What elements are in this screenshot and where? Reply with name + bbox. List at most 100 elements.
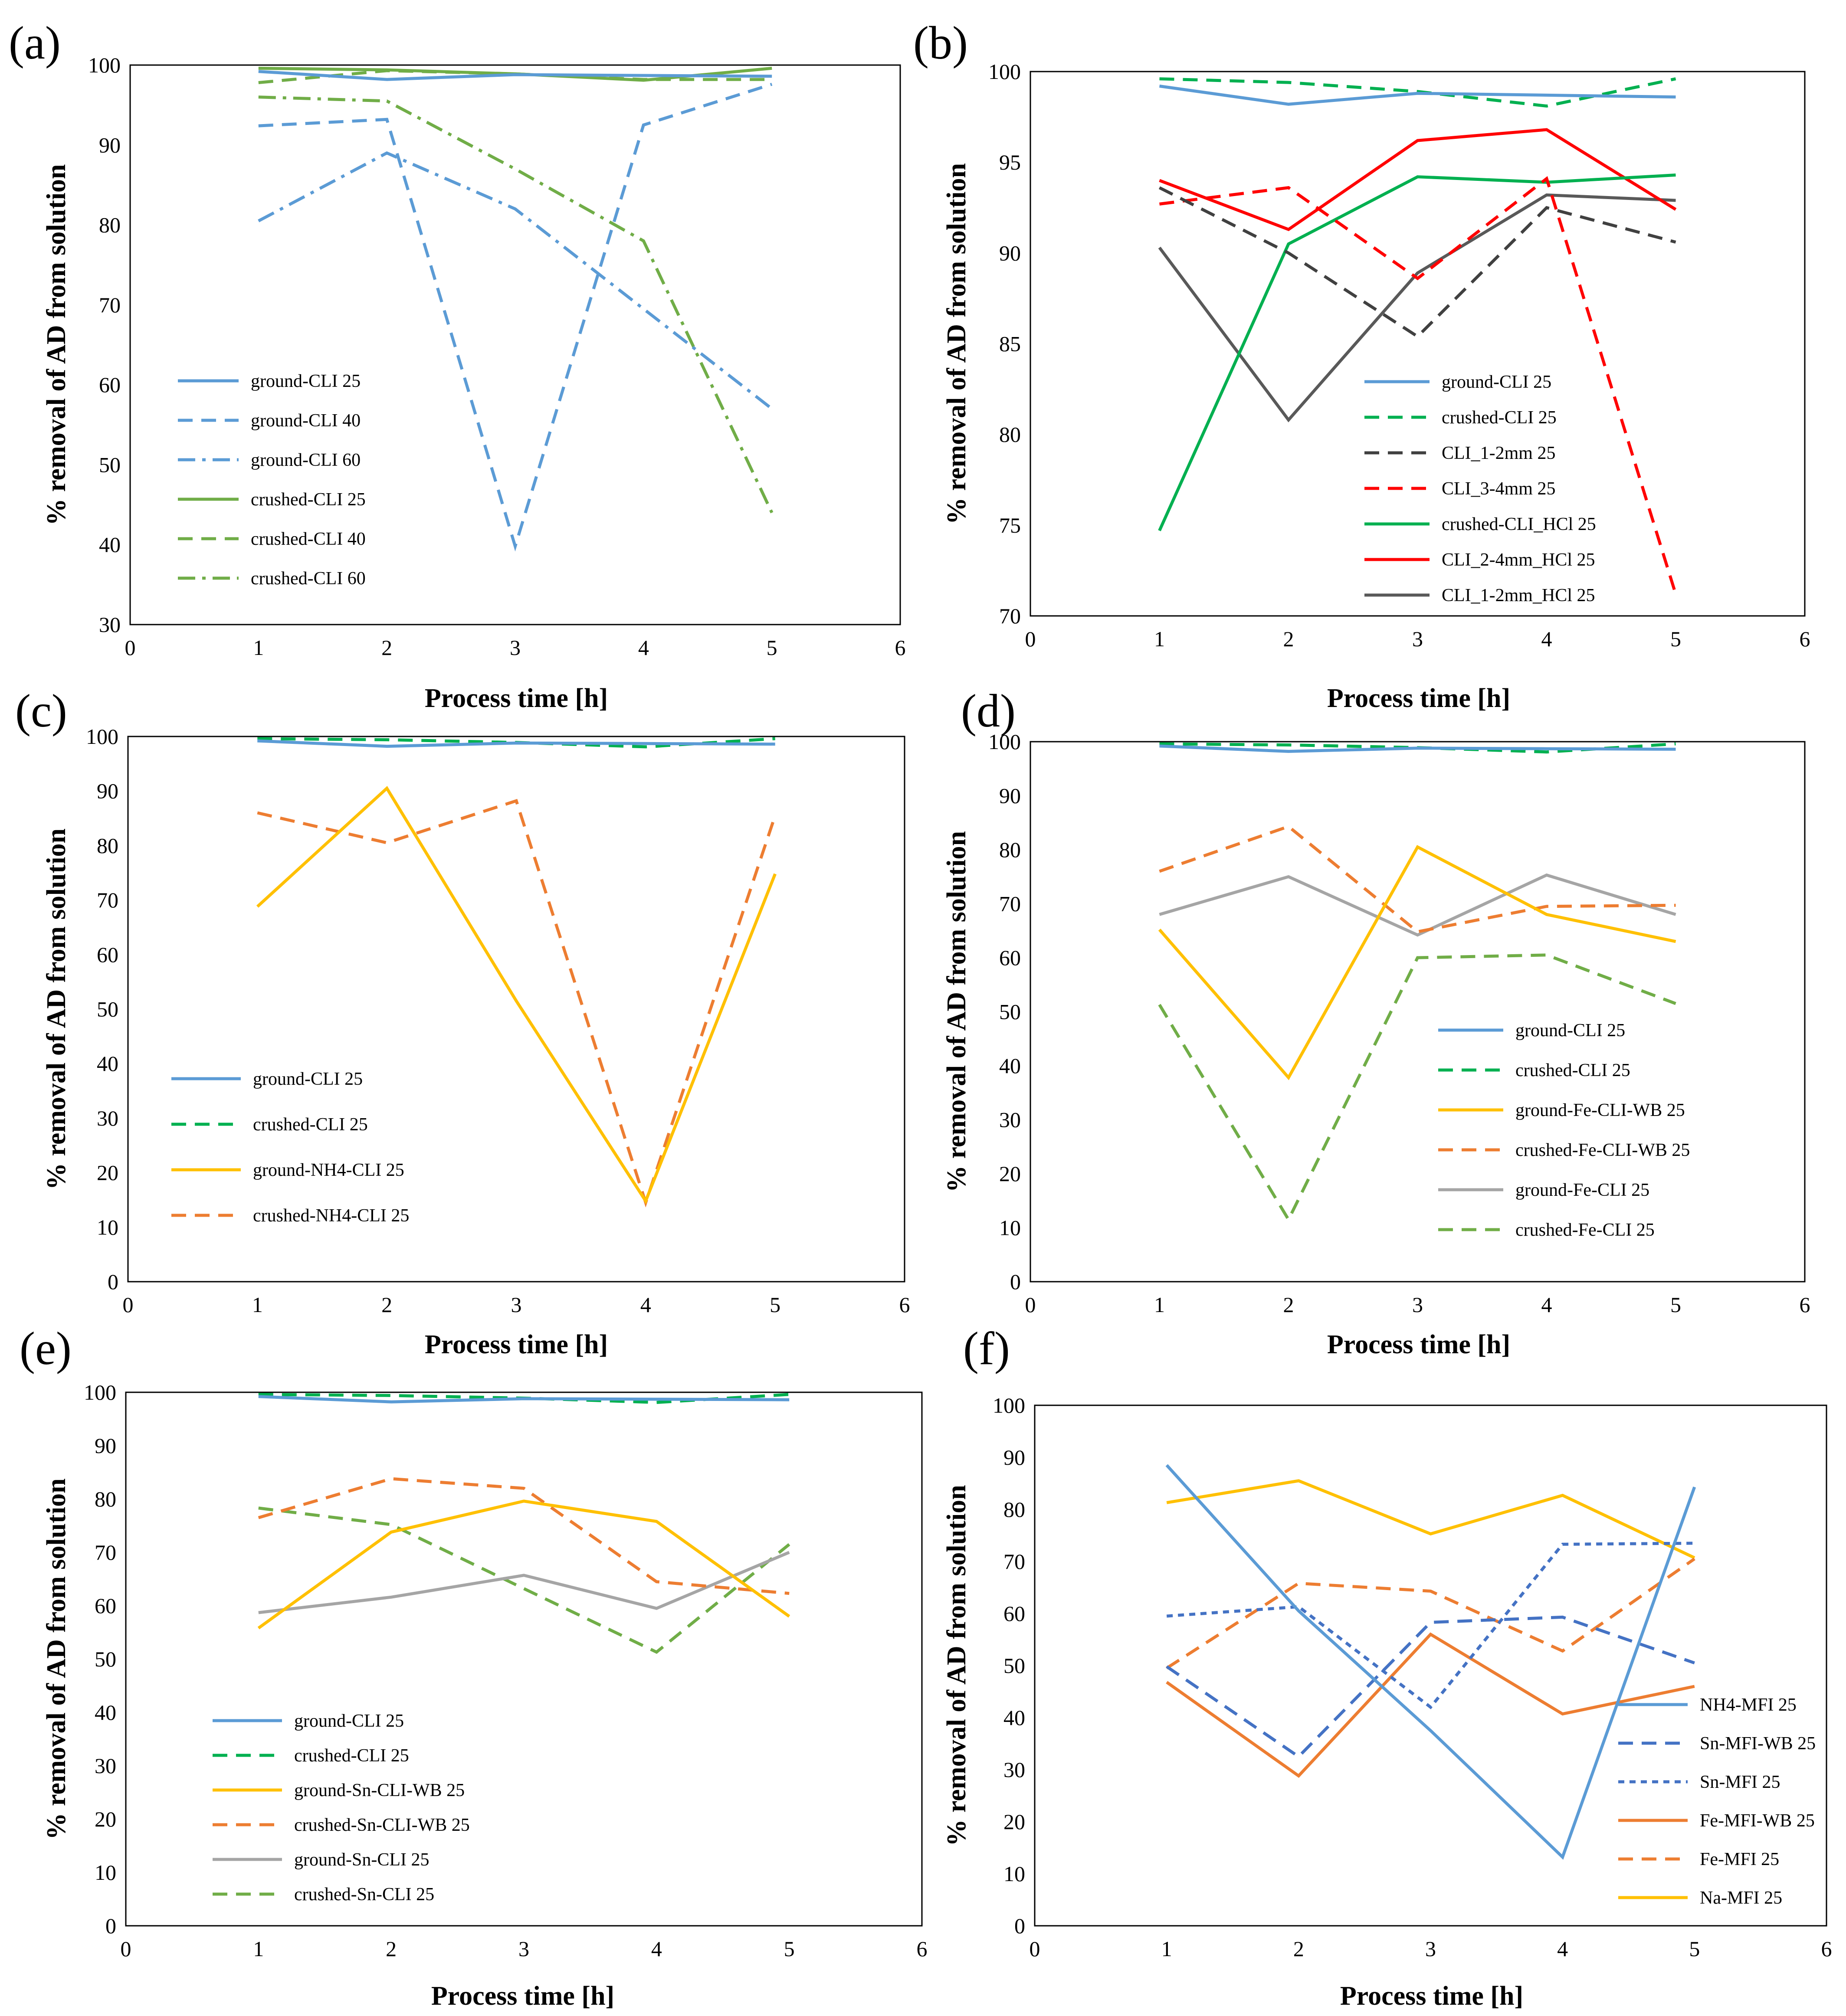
- x-tick-label: 4: [640, 1293, 651, 1317]
- y-tick-label: 30: [99, 612, 121, 637]
- panel-label: (a): [9, 17, 61, 69]
- x-tick-label: 3: [1412, 627, 1423, 651]
- y-tick-label: 70: [99, 293, 121, 317]
- x-tick-label: 4: [651, 1937, 662, 1961]
- plot-frame: [1034, 1404, 1827, 1927]
- series-line-crushed-cli-60: [258, 95, 774, 514]
- y-tick-label: 60: [999, 946, 1021, 970]
- x-tick-label: 0: [121, 1937, 131, 1961]
- y-tick-label: 20: [95, 1807, 116, 1831]
- y-tick-label: 80: [999, 838, 1021, 862]
- series-line-cli-3-4mm-25: [1159, 176, 1677, 595]
- series-line-ground-cli-25: [258, 70, 772, 81]
- legend-label: ground-CLI 40: [251, 411, 361, 431]
- x-tick-label: 6: [1800, 1293, 1810, 1317]
- x-tick-label: 2: [386, 1937, 397, 1961]
- series-line-ground-sn-cli-wb-25: [257, 1499, 790, 1630]
- series-line-fe-mfi-25: [1166, 1558, 1695, 1669]
- legend-label: crushed-CLI_HCl 25: [1442, 514, 1596, 534]
- x-tick-label: 3: [1412, 1293, 1423, 1317]
- y-tick-label: 70: [1003, 1549, 1025, 1574]
- y-tick-label: 30: [999, 1108, 1021, 1132]
- x-tick-label: 4: [638, 635, 649, 660]
- chart-panel-5: (f) 0 10 20 30 40 50 60 70 80 90 100 0 1 2 3 4 5 6 Process …: [942, 1323, 1832, 2011]
- series-line-crushed-nh4-cli-25: [257, 799, 777, 1208]
- x-tick-label: 3: [510, 635, 521, 660]
- x-axis-label: Process time [h]: [1327, 684, 1510, 713]
- y-tick-label: 50: [95, 1647, 116, 1671]
- y-tick-label: 30: [1003, 1757, 1025, 1782]
- chart-panel-1: (b) 70 75 80 85 90 95 100 0 1 2 3 4 5 6 Process time [h…: [913, 17, 1810, 713]
- y-tick-label: 50: [99, 452, 121, 477]
- y-tick-label: 40: [97, 1051, 118, 1076]
- series-line-crushed-cli-hcl-25: [1158, 173, 1676, 531]
- x-tick-label: 2: [1283, 1293, 1294, 1317]
- x-axis-label: Process time [h]: [425, 1330, 608, 1359]
- legend-label: ground-Sn-CLI-WB 25: [294, 1780, 465, 1800]
- y-tick-label: 90: [99, 133, 121, 157]
- series-line-ground-cli-25: [257, 739, 775, 748]
- y-tick-label: 40: [99, 533, 121, 557]
- x-tick-label: 0: [1025, 1293, 1036, 1317]
- x-tick-label: 5: [1670, 1293, 1681, 1317]
- y-tick-label: 50: [999, 1000, 1021, 1024]
- series-line-ground-nh4-cli-25: [256, 785, 777, 1204]
- y-tick-label: 30: [95, 1754, 116, 1778]
- y-tick-label: 70: [97, 888, 118, 912]
- x-tick-label: 6: [1800, 627, 1810, 651]
- x-tick-label: 1: [1161, 1937, 1172, 1961]
- legend-label: crushed-CLI 25: [294, 1746, 409, 1766]
- series-line-ground-cli-60: [258, 151, 773, 410]
- legend-label: ground-Sn-CLI 25: [294, 1850, 429, 1870]
- x-tick-label: 5: [1689, 1937, 1700, 1961]
- y-tick-label: 20: [1003, 1810, 1025, 1834]
- series-line-ground-cli-40: [258, 82, 773, 552]
- y-tick-label: 20: [97, 1161, 118, 1185]
- series-line-crushed-sn-cli-wb-25: [258, 1477, 790, 1595]
- x-tick-label: 5: [1670, 627, 1681, 651]
- x-tick-label: 2: [381, 635, 392, 660]
- x-tick-label: 4: [1541, 1293, 1552, 1317]
- x-tick-label: 4: [1541, 627, 1552, 651]
- y-tick-label: 80: [999, 422, 1021, 447]
- y-tick-label: 85: [999, 332, 1021, 356]
- series-line-ground-fe-cli-25: [1159, 873, 1676, 937]
- y-tick-label: 60: [99, 373, 121, 397]
- series-line-ground-fe-cli-wb-25: [1158, 845, 1676, 1080]
- y-tick-label: 0: [1014, 1914, 1025, 1938]
- y-tick-label: 40: [1003, 1705, 1025, 1730]
- series-line-ground-sn-cli-25: [258, 1551, 790, 1614]
- series-line-nh4-mfi-25: [1165, 1464, 1696, 1860]
- y-tick-label: 10: [1003, 1862, 1025, 1886]
- plot-frame: [129, 64, 901, 625]
- legend-label: ground-Fe-CLI-WB 25: [1515, 1100, 1685, 1120]
- series-line-ground-cli-25: [1159, 744, 1676, 753]
- legend-label: CLI_3-4mm 25: [1442, 479, 1555, 499]
- y-tick-label: 0: [105, 1914, 116, 1938]
- panel-label: (f): [963, 1323, 1010, 1375]
- x-tick-label: 2: [1283, 627, 1294, 651]
- legend-label: ground-CLI 25: [251, 371, 361, 391]
- x-tick-label: 1: [1154, 1293, 1165, 1317]
- x-axis-label: Process time [h]: [1340, 1981, 1523, 2011]
- y-tick-label: 95: [999, 150, 1021, 174]
- x-axis-label: Process time [h]: [1327, 1330, 1510, 1359]
- y-tick-label: 40: [95, 1700, 116, 1725]
- series-line-ground-cli-25: [258, 1395, 790, 1404]
- legend-label: ground-CLI 25: [294, 1711, 404, 1731]
- series-line-cli-1-2mm-25: [1158, 186, 1676, 339]
- y-tick-label: 10: [97, 1215, 118, 1239]
- y-tick-label: 70: [999, 604, 1021, 628]
- series-line-cli-2-4mm-hcl-25: [1159, 128, 1677, 231]
- legend-label: crushed-CLI 25: [1442, 408, 1557, 428]
- legend-label: Na-MFI 25: [1700, 1888, 1782, 1908]
- y-tick-label: 90: [999, 784, 1021, 808]
- plot-frame: [1030, 741, 1806, 1283]
- y-tick-label: 90: [1003, 1445, 1025, 1469]
- series-line-crushed-sn-cli-25: [258, 1506, 790, 1654]
- x-tick-label: 0: [123, 1293, 134, 1317]
- legend-label: CLI_2-4mm_HCl 25: [1442, 550, 1595, 570]
- chart-panel-4: (e) 0 10 20 30 40 50 60 70 80 90 100 0 1 2 3 4 5 6 Process …: [20, 1323, 928, 2011]
- legend-label: ground-CLI 60: [251, 450, 361, 470]
- panel-label: (c): [15, 685, 67, 737]
